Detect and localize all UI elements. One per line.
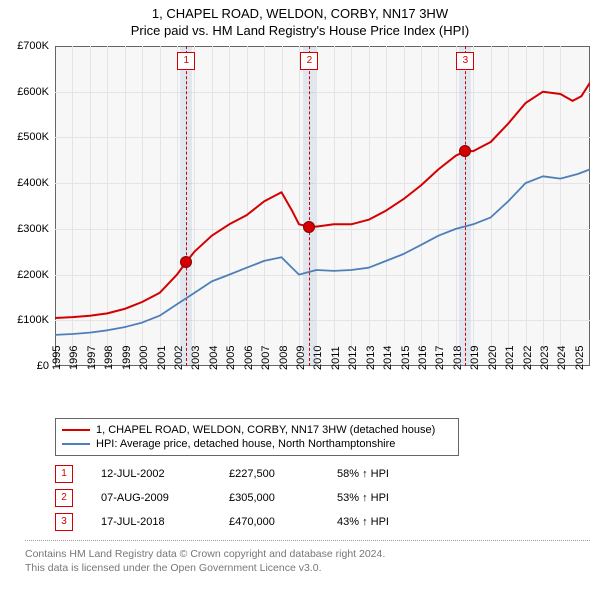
plot-area: £0£100K£200K£300K£400K£500K£600K£700K199… (55, 46, 590, 366)
sale-hpi-delta: 53% ↑ HPI (337, 492, 427, 504)
sale-point (459, 145, 471, 157)
sale-date: 12-JUL-2002 (101, 468, 201, 480)
y-tick-label: £500K (17, 131, 49, 143)
legend-row: HPI: Average price, detached house, Nort… (62, 437, 452, 451)
sale-date: 07-AUG-2009 (101, 492, 201, 504)
sale-row: 2 07-AUG-2009 £305,000 53% ↑ HPI (55, 486, 580, 510)
sale-point (180, 256, 192, 268)
sale-price: £305,000 (229, 492, 309, 504)
footer-line1: Contains HM Land Registry data © Crown c… (25, 547, 590, 561)
y-tick-label: £100K (17, 314, 49, 326)
legend-swatch (62, 443, 90, 445)
sales-table: 1 12-JUL-2002 £227,500 58% ↑ HPI 2 07-AUG-200… (55, 462, 580, 534)
sale-price: £470,000 (229, 516, 309, 528)
y-tick-label: £700K (17, 40, 49, 52)
series-hpi (55, 169, 590, 335)
chart-titles: 1, CHAPEL ROAD, WELDON, CORBY, NN17 3HW … (0, 0, 600, 38)
legend-row: 1, CHAPEL ROAD, WELDON, CORBY, NN17 3HW … (62, 423, 452, 437)
legend-label: HPI: Average price, detached house, Nort… (96, 438, 395, 450)
footer-line2: This data is licensed under the Open Gov… (25, 561, 590, 575)
chart-svg (55, 46, 590, 366)
title-address: 1, CHAPEL ROAD, WELDON, CORBY, NN17 3HW (0, 6, 600, 21)
sale-row: 3 17-JUL-2018 £470,000 43% ↑ HPI (55, 510, 580, 534)
y-tick-label: £400K (17, 177, 49, 189)
sale-number-badge: 1 (55, 465, 73, 483)
sale-price: £227,500 (229, 468, 309, 480)
legend-swatch (62, 429, 90, 431)
title-subtitle: Price paid vs. HM Land Registry's House … (0, 23, 600, 38)
footer-attribution: Contains HM Land Registry data © Crown c… (25, 540, 590, 575)
sale-number-badge: 2 (55, 489, 73, 507)
sale-date: 17-JUL-2018 (101, 516, 201, 528)
chart-container: 1, CHAPEL ROAD, WELDON, CORBY, NN17 3HW … (0, 0, 600, 575)
sale-hpi-delta: 43% ↑ HPI (337, 516, 427, 528)
y-tick-label: £300K (17, 223, 49, 235)
legend: 1, CHAPEL ROAD, WELDON, CORBY, NN17 3HW … (55, 418, 459, 456)
y-tick-label: £200K (17, 269, 49, 281)
sale-number-badge: 3 (55, 513, 73, 531)
y-tick-label: £0 (37, 360, 49, 372)
sale-point (303, 221, 315, 233)
legend-label: 1, CHAPEL ROAD, WELDON, CORBY, NN17 3HW … (96, 424, 435, 436)
y-tick-label: £600K (17, 86, 49, 98)
sale-row: 1 12-JUL-2002 £227,500 58% ↑ HPI (55, 462, 580, 486)
sale-hpi-delta: 58% ↑ HPI (337, 468, 427, 480)
